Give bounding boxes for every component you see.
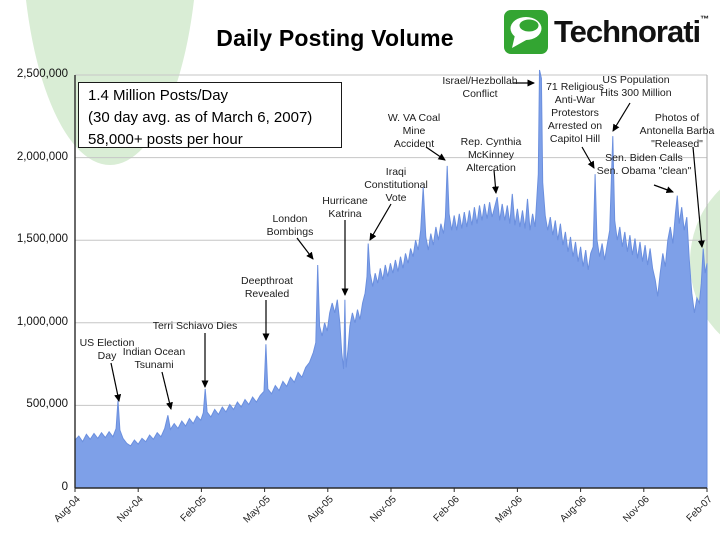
annotation-london: London Bombings (266, 213, 314, 238)
axes (74, 75, 708, 492)
annotation-barba: Photos of Antonella Barba "Released" (639, 112, 715, 150)
stats-infobox: 1.4 Million Posts/Day (30 day avg. as of … (78, 82, 342, 148)
annotation-us-election: US Election Day (79, 337, 135, 362)
annotation-schiavo: Terri Schiavo Dies (152, 320, 238, 332)
y-axis-label-1000000: 1,000,000 (16, 315, 68, 328)
annotation-tsunami: Indian Ocean Tsunami (122, 346, 186, 371)
y-axis-label-500000: 500,000 (26, 398, 68, 411)
annotation-biden-obama: Sen. Biden Calls Sen. Obama "clean" (596, 152, 692, 177)
trademark-symbol: ™ (700, 14, 710, 24)
y-axis-label-2000000: 2,000,000 (16, 150, 68, 163)
annotation-protestors: 71 Religious Anti-War Protestors Arrested o… (546, 81, 604, 145)
annotation-arrows (110, 79, 705, 410)
annotation-mckinney: Rep. Cynthia McKinney Altercation (460, 136, 522, 174)
y-axis-label-1500000: 1,500,000 (16, 233, 68, 246)
annotation-katrina: Hurricane Katrina (322, 195, 368, 220)
annotation-iraqi-vote: Iraqi Constitutional Vote (364, 166, 428, 204)
technorati-logo: Technorati™ (504, 9, 709, 55)
infobox-line-3: 58,000+ posts per hour (88, 131, 243, 148)
infobox-line-2: (30 day avg. as of March 6, 2007) (88, 109, 313, 126)
annotation-israel: Israel/Hezbollah Conflict (442, 75, 518, 100)
annotation-wva-mine: W. VA Coal Mine Accident (387, 112, 441, 150)
y-axis-label-0: 0 (61, 481, 68, 493)
technorati-wordmark: Technorati™ (554, 14, 710, 49)
annotation-us-population: US Population Hits 300 Million (600, 74, 672, 99)
page-title: Daily Posting Volume (216, 25, 454, 51)
technorati-speech-bubble-icon (504, 10, 548, 54)
posting-volume-area-series (74, 69, 708, 489)
infobox-line-1: 1.4 Million Posts/Day (88, 87, 229, 104)
y-axis-label-2500000: 2,500,000 (16, 68, 68, 80)
annotation-deepthroat: Deepthroat Revealed (241, 275, 293, 300)
